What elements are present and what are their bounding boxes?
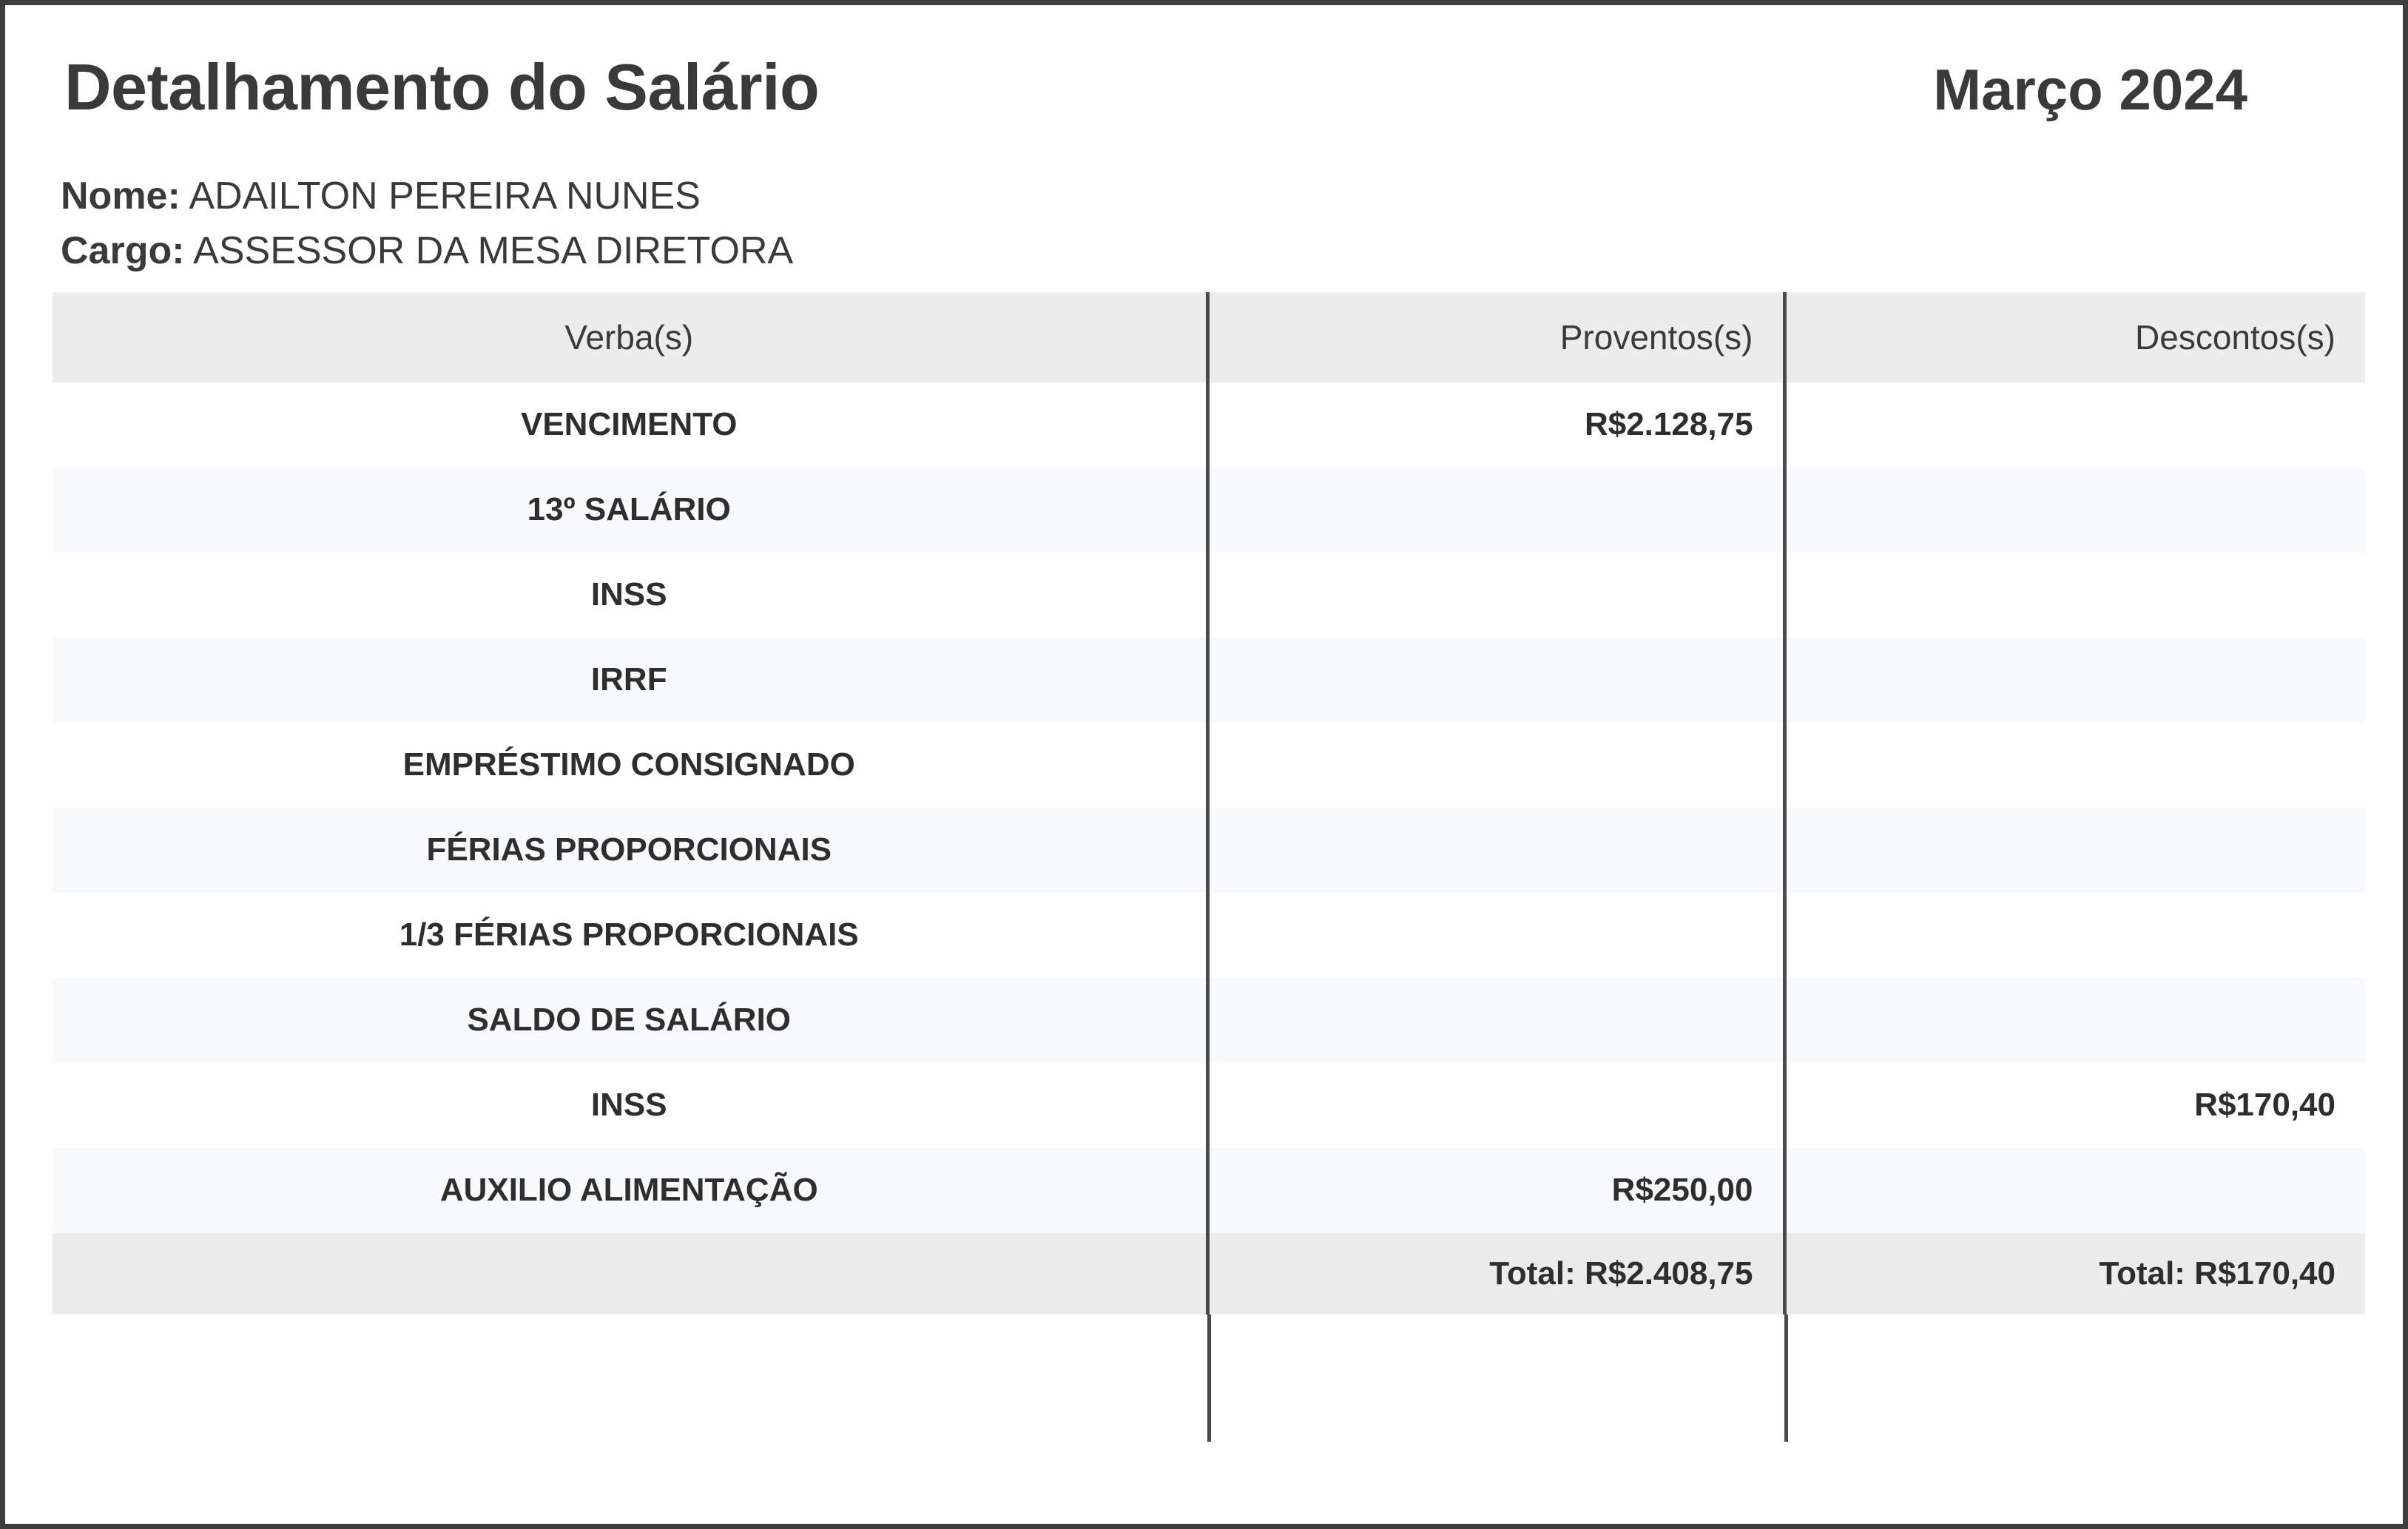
table-row: IRRF — [53, 637, 2365, 723]
table-header-row: Verba(s) Proventos(s) Descontos(s) — [53, 291, 2365, 382]
cell-verba: 13º SALÁRIO — [53, 467, 1207, 553]
table-row: 1/3 FÉRIAS PROPORCIONAIS — [53, 892, 2365, 978]
column-header-proventos: Proventos(s) — [1205, 291, 1784, 382]
cell-totals-verba — [53, 1232, 1207, 1314]
cell-verba: FÉRIAS PROPORCIONAIS — [53, 807, 1207, 893]
cell-descontos: R$170,40 — [1782, 1062, 2365, 1148]
column-header-verba: Verba(s) — [53, 291, 1207, 382]
cell-proventos — [1205, 552, 1784, 638]
table-row: EMPRÉSTIMO CONSIGNADO — [53, 722, 2365, 808]
cell-proventos — [1205, 467, 1784, 553]
table-footer-area — [53, 1314, 2365, 1442]
cell-descontos — [1782, 892, 2365, 978]
cell-proventos: R$2.128,75 — [1205, 382, 1784, 468]
cell-proventos — [1205, 892, 1784, 978]
cell-proventos — [1205, 1062, 1784, 1148]
cell-proventos: R$250,00 — [1205, 1147, 1784, 1233]
column-divider-proventos — [1207, 1314, 1211, 1442]
cell-descontos — [1782, 1147, 2365, 1233]
employee-name-line: Nome: ADAILTON PEREIRA NUNES — [61, 169, 2403, 224]
cell-descontos — [1782, 382, 2365, 468]
cell-verba: INSS — [53, 552, 1207, 638]
table-body: VENCIMENTO R$2.128,75 13º SALÁRIO INSS I… — [53, 382, 2365, 1314]
employee-role-value: ASSESSOR DA MESA DIRETORA — [193, 229, 794, 272]
employee-info: Nome: ADAILTON PEREIRA NUNES Cargo: ASSE… — [5, 125, 2403, 279]
cell-descontos — [1782, 637, 2365, 723]
cell-verba: INSS — [53, 1062, 1207, 1148]
document-header: Detalhamento do Salário Março 2024 — [5, 5, 2403, 125]
cell-verba: IRRF — [53, 637, 1207, 723]
cell-verba: AUXILIO ALIMENTAÇÃO — [53, 1147, 1207, 1233]
cell-verba: 1/3 FÉRIAS PROPORCIONAIS — [53, 892, 1207, 978]
table-row: SALDO DE SALÁRIO — [53, 977, 2365, 1063]
table-row: AUXILIO ALIMENTAÇÃO R$250,00 — [53, 1147, 2365, 1233]
cell-proventos — [1205, 637, 1784, 723]
total-descontos: Total: R$170,40 — [1782, 1232, 2365, 1314]
cell-verba: EMPRÉSTIMO CONSIGNADO — [53, 722, 1207, 808]
reference-period: Março 2024 — [1933, 57, 2247, 122]
cell-verba: VENCIMENTO — [53, 382, 1207, 468]
cell-descontos — [1782, 807, 2365, 893]
table-row: INSS — [53, 552, 2365, 638]
table-row: 13º SALÁRIO — [53, 467, 2365, 553]
cell-proventos — [1205, 977, 1784, 1063]
table-row: INSS R$170,40 — [53, 1062, 2365, 1148]
total-proventos: Total: R$2.408,75 — [1205, 1232, 1784, 1314]
employee-role-line: Cargo: ASSESSOR DA MESA DIRETORA — [61, 224, 2403, 279]
employee-name-label: Nome: — [61, 175, 181, 217]
salary-table: Verba(s) Proventos(s) Descontos(s) VENCI… — [53, 291, 2365, 1314]
column-header-descontos: Descontos(s) — [1782, 291, 2365, 382]
column-divider-descontos — [1784, 1314, 1788, 1442]
table-header: Verba(s) Proventos(s) Descontos(s) — [53, 291, 2365, 382]
salary-table-container: Verba(s) Proventos(s) Descontos(s) VENCI… — [53, 291, 2365, 1442]
cell-descontos — [1782, 467, 2365, 553]
cell-descontos — [1782, 722, 2365, 808]
employee-name-value: ADAILTON PEREIRA NUNES — [189, 175, 701, 217]
table-row: VENCIMENTO R$2.128,75 — [53, 382, 2365, 468]
page-title: Detalhamento do Salário — [64, 50, 820, 124]
cell-descontos — [1782, 977, 2365, 1063]
table-totals-row: Total: R$2.408,75 Total: R$170,40 — [53, 1232, 2365, 1314]
cell-proventos — [1205, 722, 1784, 808]
table-row: FÉRIAS PROPORCIONAIS — [53, 807, 2365, 893]
cell-verba: SALDO DE SALÁRIO — [53, 977, 1207, 1063]
cell-descontos — [1782, 552, 2365, 638]
cell-proventos — [1205, 807, 1784, 893]
employee-role-label: Cargo: — [61, 229, 185, 272]
